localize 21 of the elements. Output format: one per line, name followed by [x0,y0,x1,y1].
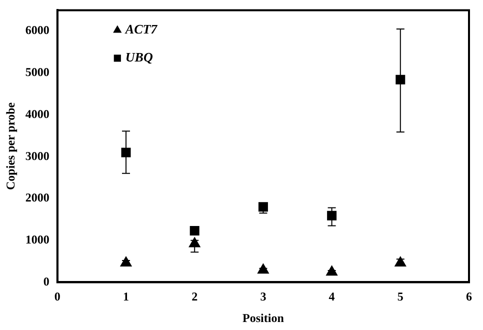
x-tick-label: 6 [466,289,472,304]
x-tick-label: 5 [397,289,404,304]
x-tick-label: 1 [123,289,129,304]
point [327,210,337,220]
y-tick-label: 6000 [25,23,50,38]
y-tick-label: 3000 [25,148,50,163]
x-tick-label: 0 [54,289,60,304]
x-axis-title: Position [242,310,284,325]
point [396,74,406,84]
y-tick-label: 2000 [25,190,50,205]
y-tick-label: 0 [43,274,50,288]
y-tick-label: 1000 [25,232,50,246]
point [190,226,200,236]
y-axis-title: Copies per probe [3,102,18,190]
x-tick-label: 2 [192,289,198,304]
x-tick-label: 4 [328,289,335,304]
y-tick-label: 5000 [25,65,50,80]
x-tick-label: 3 [260,289,266,304]
legend-label: ACT7 [124,22,158,37]
y-tick-label: 4000 [25,106,50,121]
legend-label: UBQ [125,50,154,65]
